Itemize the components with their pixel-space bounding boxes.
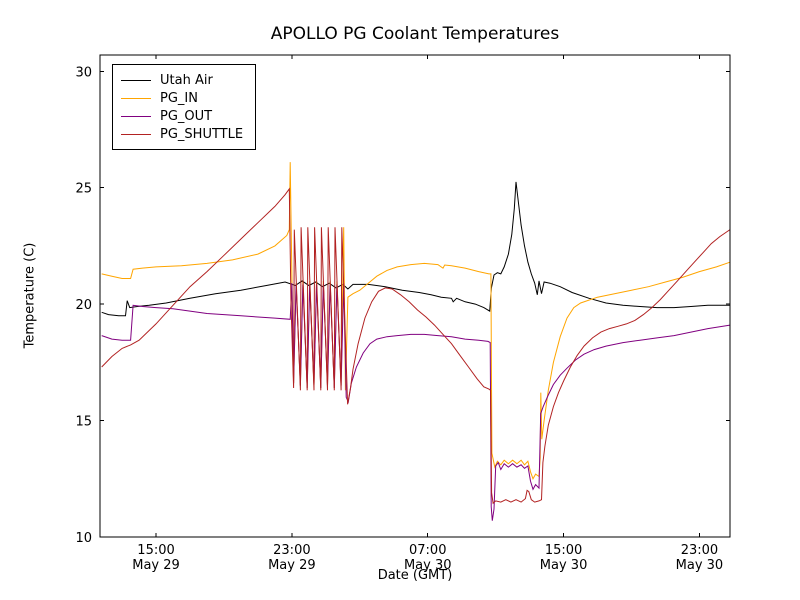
series-utah-air (101, 181, 730, 317)
legend-label: PG_OUT (160, 108, 213, 124)
y-tick-label: 15 (75, 415, 92, 430)
x-tick-label-date: May 30 (540, 558, 588, 573)
legend-label: PG_IN (160, 90, 198, 106)
x-tick-label-time: 07:00 (409, 543, 446, 558)
x-tick-label-date: May 29 (268, 558, 316, 573)
chart-title: APOLLO PG Coolant Temperatures (270, 24, 560, 44)
x-tick-label-date: May 30 (676, 558, 724, 573)
series-pg-out (101, 283, 731, 521)
legend-line-pg-out (121, 115, 151, 117)
legend-line-utah-air (121, 79, 151, 81)
legend-item: PG_OUT (121, 107, 243, 125)
series-pg-in (101, 162, 731, 481)
x-tick-label-date: May 30 (404, 558, 452, 573)
legend-label: Utah Air (160, 72, 213, 88)
legend-item: PG_SHUTTLE (121, 125, 243, 143)
legend-line-pg-in (121, 97, 151, 99)
x-tick-label-time: 15:00 (137, 543, 174, 558)
legend-label: PG_SHUTTLE (160, 126, 244, 142)
legend-line-pg-shuttle (121, 133, 151, 135)
legend-item: PG_IN (121, 89, 243, 107)
series-pg-shuttle (101, 187, 731, 505)
axes-frame (99, 54, 731, 538)
x-tick-label-time: 23:00 (681, 543, 718, 558)
y-tick-label: 30 (75, 65, 92, 80)
x-tick-label-date: May 29 (132, 558, 180, 573)
x-tick-label-time: 15:00 (545, 543, 582, 558)
y-axis-label: Temperature (C) (22, 242, 38, 349)
y-tick-label: 25 (75, 182, 92, 197)
legend: Utah Air PG_IN PG_OUT PG_SHUTTLE (112, 64, 257, 150)
y-tick-label: 10 (75, 531, 92, 546)
legend-item: Utah Air (121, 71, 243, 89)
x-tick-label-time: 23:00 (273, 543, 310, 558)
x-axis-label: Date (GMT) (377, 568, 453, 583)
y-tick-label: 20 (75, 298, 92, 313)
